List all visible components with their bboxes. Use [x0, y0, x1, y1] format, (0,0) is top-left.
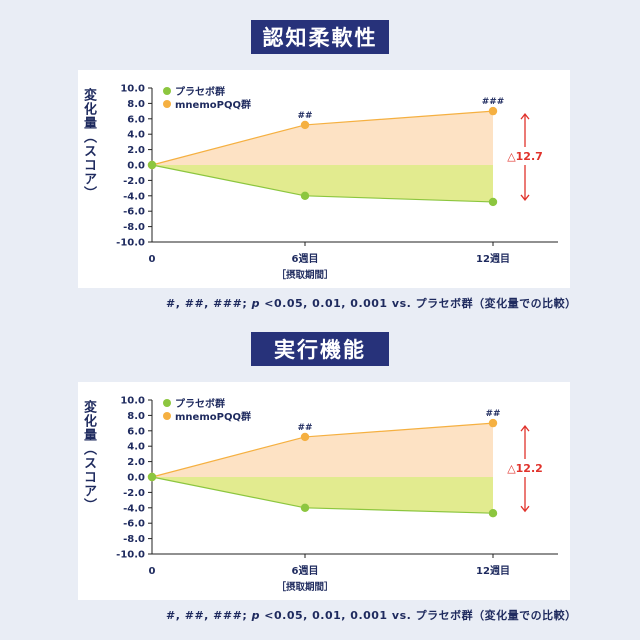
difference-label: △12.2	[507, 462, 543, 475]
y-tick-label: 4.0	[127, 130, 145, 141]
pqq-area	[152, 423, 493, 477]
placebo-point	[147, 472, 157, 482]
y-axis-label: 変化量（スコア）	[81, 400, 96, 512]
legend-placebo-swatch	[163, 87, 171, 95]
x-axis-label: ［摂取期間］	[276, 269, 333, 281]
footnote-p: p	[251, 609, 260, 622]
placebo-point	[147, 160, 157, 170]
y-tick-label: -4.0	[123, 503, 145, 514]
y-tick-label: 6.0	[127, 114, 145, 125]
chart-section-cognitive-flexibility: 認知柔軟性 変化量（スコア） 10.0 8.0 6.0 4.0 2.0 0.0 -2.0 -4…	[0, 0, 640, 310]
x-tick-label: 12週目	[476, 253, 510, 265]
y-tick-label: 8.0	[127, 411, 145, 422]
chart-svg: 10.0 8.0 6.0 4.0 2.0 0.0 -2.0 -4.0 -6.0 -8.0 -10.0…	[116, 84, 558, 281]
x-tick-label: 0	[149, 566, 156, 577]
legend-placebo-swatch	[163, 399, 171, 407]
legend-pqq-label: mnemoPQQ群	[175, 410, 251, 423]
difference-arrowhead-up	[520, 113, 530, 120]
y-tick-label: 6.0	[127, 426, 145, 437]
placebo-point	[488, 197, 498, 207]
chart-title: 実行機能	[251, 332, 389, 366]
pqq-point	[300, 120, 310, 130]
significance-label: ##	[297, 423, 312, 433]
chart-section-executive-function: 実行機能 変化量（スコア） 10.0 8.0 6.0 4.0 2.0 0.0 -2.0 -4.…	[0, 312, 640, 622]
legend-pqq-swatch	[163, 100, 171, 108]
y-axis-label: 変化量（スコア）	[81, 88, 96, 200]
y-tick-label: -2.0	[123, 176, 145, 187]
pqq-area	[152, 111, 493, 165]
footnote-sig: #, ##, ###;	[166, 609, 248, 622]
x-tick-label: 12週目	[476, 565, 510, 577]
difference-arrowhead-down	[520, 505, 530, 513]
legend-pqq-swatch	[163, 412, 171, 420]
y-tick-label: -4.0	[123, 191, 145, 202]
y-tick-label: -6.0	[123, 207, 145, 218]
footnote: #, ##, ###; p <0.05, 0.01, 0.001 vs. プラセ…	[166, 295, 577, 311]
y-tick-label: -8.0	[123, 534, 145, 545]
difference-arrowhead-down	[520, 194, 530, 202]
y-tick-label: -10.0	[116, 550, 145, 561]
y-tick-label: 10.0	[120, 396, 145, 407]
y-tick-label: 0.0	[127, 473, 145, 484]
significance-label: ##	[297, 111, 312, 121]
footnote-rest: <0.05, 0.01, 0.001 vs. プラセボ群（変化量での比較）	[264, 297, 577, 310]
y-tick-label: 10.0	[120, 84, 145, 95]
y-tick-label: 2.0	[127, 457, 145, 468]
placebo-point	[300, 191, 310, 200]
significance-label: ###	[482, 97, 505, 107]
placebo-point	[488, 508, 498, 518]
difference-arrowhead-up	[520, 425, 530, 432]
footnote-p: p	[251, 297, 260, 310]
placebo-area	[152, 477, 493, 514]
chart-title: 認知柔軟性	[251, 20, 389, 54]
y-tick-label: 2.0	[127, 145, 145, 156]
y-tick-label: 4.0	[127, 442, 145, 453]
y-tick-label: -8.0	[123, 222, 145, 233]
footnote-sig: #, ##, ###;	[166, 297, 248, 310]
footnote: #, ##, ###; p <0.05, 0.01, 0.001 vs. プラセ…	[166, 607, 577, 623]
y-tick-label: -2.0	[123, 488, 145, 499]
placebo-area	[152, 165, 493, 202]
legend-placebo-label: プラセボ群	[175, 85, 225, 98]
legend-placebo-label: プラセボ群	[175, 397, 225, 410]
pqq-point	[488, 418, 498, 428]
placebo-point	[300, 503, 310, 512]
x-tick-label: 6週目	[292, 253, 319, 265]
legend-pqq-label: mnemoPQQ群	[175, 98, 251, 111]
x-tick-label: 0	[149, 254, 156, 265]
y-tick-label: 0.0	[127, 161, 145, 172]
y-tick-label: 8.0	[127, 99, 145, 110]
pqq-point	[488, 106, 498, 116]
chart-svg: 10.0 8.0 6.0 4.0 2.0 0.0 -2.0 -4.0 -6.0 -8.0 -10.0…	[116, 396, 558, 593]
pqq-point	[300, 432, 310, 442]
significance-label: ##	[485, 409, 500, 419]
x-tick-label: 6週目	[292, 565, 319, 577]
y-tick-label: -6.0	[123, 519, 145, 530]
footnote-rest: <0.05, 0.01, 0.001 vs. プラセボ群（変化量での比較）	[264, 609, 577, 622]
difference-label: △12.7	[507, 150, 543, 163]
x-axis-label: ［摂取期間］	[276, 581, 333, 593]
y-tick-label: -10.0	[116, 238, 145, 249]
